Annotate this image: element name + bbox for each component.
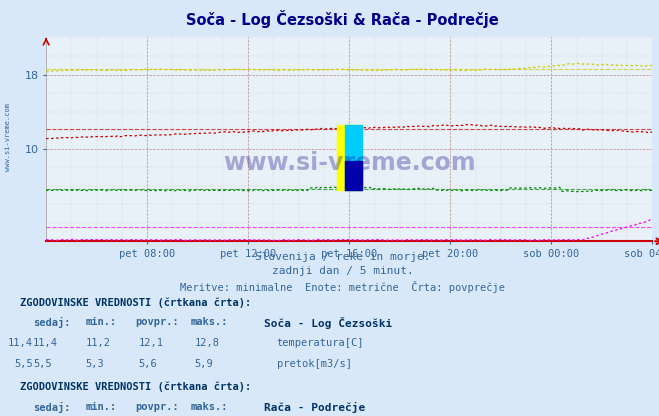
Text: 11,4: 11,4: [8, 338, 33, 348]
Text: 5,5: 5,5: [14, 359, 33, 369]
Text: Soča - Log Čezsoški & Rača - Podrečje: Soča - Log Čezsoški & Rača - Podrečje: [186, 10, 499, 28]
Text: www.si-vreme.com: www.si-vreme.com: [223, 151, 476, 175]
Text: 11,4: 11,4: [33, 338, 58, 348]
Bar: [345, 161, 362, 190]
Text: ZGODOVINSKE VREDNOSTI (črtkana črta):: ZGODOVINSKE VREDNOSTI (črtkana črta):: [20, 382, 251, 392]
Text: ZGODOVINSKE VREDNOSTI (črtkana črta):: ZGODOVINSKE VREDNOSTI (črtkana črta):: [20, 297, 251, 308]
Text: www.si-vreme.com: www.si-vreme.com: [5, 103, 11, 171]
Text: 5,5: 5,5: [33, 359, 51, 369]
Text: 12,8: 12,8: [194, 338, 219, 348]
Text: Rača - Podrečje: Rača - Podrečje: [264, 402, 365, 413]
Text: pretok[m3/s]: pretok[m3/s]: [277, 359, 352, 369]
Text: sedaj:: sedaj:: [33, 317, 71, 329]
Text: Soča - Log Čezsoški: Soča - Log Čezsoški: [264, 317, 392, 329]
Text: zadnji dan / 5 minut.: zadnji dan / 5 minut.: [272, 266, 414, 276]
Text: povpr.:: povpr.:: [135, 317, 179, 327]
Text: temperatura[C]: temperatura[C]: [277, 338, 364, 348]
Text: 11,2: 11,2: [86, 338, 111, 348]
Text: sedaj:: sedaj:: [33, 402, 71, 413]
Text: Slovenija / reke in morje.: Slovenija / reke in morje.: [255, 252, 430, 262]
Text: maks.:: maks.:: [191, 317, 229, 327]
Text: min.:: min.:: [86, 317, 117, 327]
Text: Meritve: minimalne  Enote: metrične  Črta: povprečje: Meritve: minimalne Enote: metrične Črta:…: [180, 281, 505, 293]
Bar: [337, 126, 362, 190]
Bar: [345, 126, 362, 190]
Text: povpr.:: povpr.:: [135, 402, 179, 412]
Text: 5,6: 5,6: [138, 359, 157, 369]
Text: maks.:: maks.:: [191, 402, 229, 412]
Text: 5,3: 5,3: [86, 359, 104, 369]
Text: min.:: min.:: [86, 402, 117, 412]
Text: 12,1: 12,1: [138, 338, 163, 348]
Text: 5,9: 5,9: [194, 359, 213, 369]
